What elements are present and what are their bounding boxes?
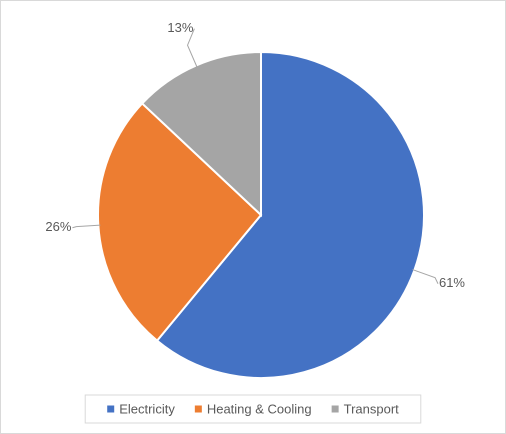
- data-label: 13%: [167, 20, 193, 35]
- data-label: 61%: [439, 275, 465, 290]
- leader-line: [72, 224, 101, 229]
- legend-label: Heating & Cooling: [207, 401, 312, 416]
- legend-marker: [331, 405, 339, 413]
- leader-line: [186, 28, 198, 68]
- legend-marker: [194, 405, 202, 413]
- legend-label: Electricity: [119, 401, 175, 416]
- leader-line: [412, 269, 439, 284]
- legend-marker: [107, 405, 115, 413]
- legend-label: Transport: [344, 401, 400, 416]
- legend-box: [84, 394, 422, 424]
- data-label: 26%: [45, 219, 71, 234]
- legend: Electricity Heating & Cooling Transport: [84, 394, 422, 424]
